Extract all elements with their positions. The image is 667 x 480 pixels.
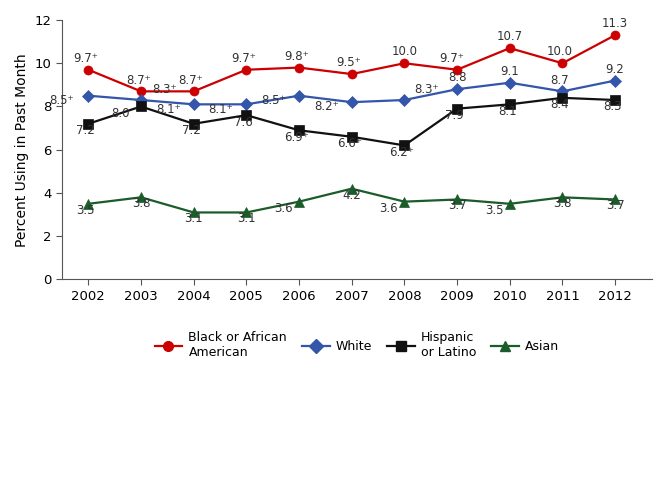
Text: 7.9: 7.9 bbox=[445, 109, 464, 122]
Text: 3.8: 3.8 bbox=[132, 197, 150, 210]
Text: 9.5⁺: 9.5⁺ bbox=[337, 56, 362, 69]
Text: 3.7: 3.7 bbox=[448, 200, 466, 213]
Text: 6.9⁺: 6.9⁺ bbox=[284, 131, 309, 144]
Text: 8.7⁺: 8.7⁺ bbox=[126, 73, 151, 86]
Text: 3.5: 3.5 bbox=[77, 204, 95, 217]
Text: 7.2: 7.2 bbox=[181, 124, 200, 137]
Text: 3.1: 3.1 bbox=[237, 213, 255, 226]
Text: 9.8⁺: 9.8⁺ bbox=[284, 50, 309, 63]
Text: 6.2⁺: 6.2⁺ bbox=[390, 146, 414, 159]
Text: 3.5: 3.5 bbox=[485, 204, 503, 217]
Text: 8.0: 8.0 bbox=[112, 107, 130, 120]
Text: 10.7: 10.7 bbox=[497, 30, 523, 43]
Text: 4.2: 4.2 bbox=[342, 189, 361, 202]
Text: 11.3: 11.3 bbox=[602, 17, 628, 30]
Text: 8.3: 8.3 bbox=[603, 100, 622, 113]
Text: 8.3⁺: 8.3⁺ bbox=[152, 83, 177, 96]
Text: 8.5⁺: 8.5⁺ bbox=[261, 94, 286, 107]
Text: 3.7: 3.7 bbox=[606, 200, 624, 213]
Text: 8.8: 8.8 bbox=[448, 72, 466, 84]
Text: 8.7: 8.7 bbox=[550, 73, 569, 86]
Text: 7.2: 7.2 bbox=[76, 124, 95, 137]
Text: 9.1: 9.1 bbox=[500, 65, 519, 78]
Text: 6.6⁺: 6.6⁺ bbox=[337, 137, 362, 150]
Text: 3.8: 3.8 bbox=[553, 197, 572, 210]
Legend: Black or African
American, White, Hispanic
or Latino, Asian: Black or African American, White, Hispan… bbox=[149, 326, 564, 364]
Text: 8.4: 8.4 bbox=[550, 98, 569, 111]
Text: 8.7⁺: 8.7⁺ bbox=[179, 73, 203, 86]
Text: 8.5⁺: 8.5⁺ bbox=[49, 94, 74, 107]
Text: 8.2⁺: 8.2⁺ bbox=[314, 100, 339, 113]
Text: 3.6: 3.6 bbox=[274, 202, 293, 215]
Text: 3.6: 3.6 bbox=[380, 202, 398, 215]
Text: 9.7⁺: 9.7⁺ bbox=[440, 52, 464, 65]
Text: 3.1: 3.1 bbox=[184, 213, 203, 226]
Text: 9.2: 9.2 bbox=[606, 63, 624, 76]
Text: 10.0: 10.0 bbox=[392, 46, 418, 59]
Text: 8.1⁺: 8.1⁺ bbox=[209, 103, 233, 116]
Text: 9.7⁺: 9.7⁺ bbox=[73, 52, 98, 65]
Text: 9.7⁺: 9.7⁺ bbox=[231, 52, 256, 65]
Text: 8.3⁺: 8.3⁺ bbox=[414, 83, 439, 96]
Text: 8.1⁺: 8.1⁺ bbox=[156, 103, 181, 116]
Text: 10.0: 10.0 bbox=[547, 46, 573, 59]
Text: 8.1: 8.1 bbox=[498, 105, 516, 118]
Text: 7.6: 7.6 bbox=[234, 116, 253, 129]
Y-axis label: Percent Using in Past Month: Percent Using in Past Month bbox=[15, 53, 29, 247]
